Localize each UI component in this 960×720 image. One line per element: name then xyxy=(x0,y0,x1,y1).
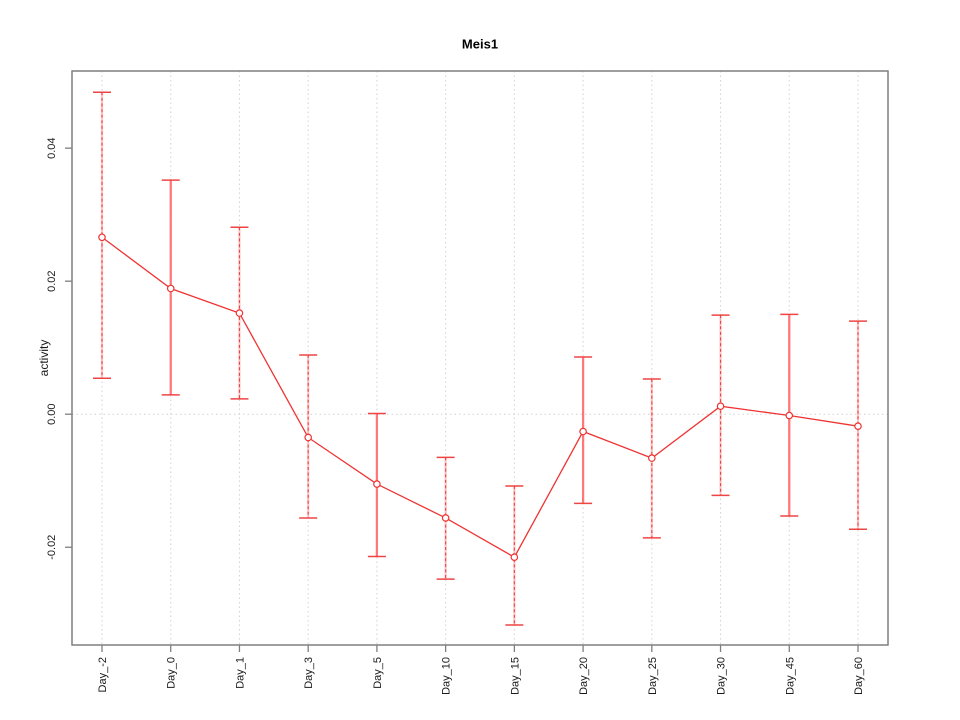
x-tick-label: Day_-2 xyxy=(97,657,109,692)
y-tick-label: -0.02 xyxy=(46,535,58,560)
x-tick-label: Day_20 xyxy=(578,657,590,695)
x-tick-label: Day_45 xyxy=(784,657,796,695)
x-tick-label: Day_0 xyxy=(166,657,178,689)
data-point-marker xyxy=(785,411,794,420)
data-point-marker xyxy=(373,480,381,488)
data-point-marker xyxy=(304,433,312,442)
data-point-marker xyxy=(166,284,175,293)
y-tick-label: 0.04 xyxy=(46,137,58,158)
data-point-marker xyxy=(98,233,106,242)
plot-border xyxy=(71,70,889,646)
data-point-marker xyxy=(579,427,587,436)
x-tick-label: Day_10 xyxy=(441,657,453,695)
data-point-marker xyxy=(648,454,656,462)
chart-title: Meis1 xyxy=(461,36,499,52)
series-line xyxy=(101,236,859,559)
y-tick-label: 0.00 xyxy=(46,403,58,424)
x-tick-label: Day_30 xyxy=(716,657,728,695)
x-tick-label: Day_1 xyxy=(234,657,246,689)
x-tick-label: Day_25 xyxy=(647,657,659,695)
x-tick-label: Day_5 xyxy=(372,657,384,689)
data-point-marker xyxy=(441,514,450,522)
y-tick-label: 0.02 xyxy=(46,270,58,291)
data-point-marker xyxy=(854,422,862,430)
x-tick-label: Day_3 xyxy=(303,657,315,689)
data-point-marker xyxy=(716,402,725,411)
x-tick-label: Day_15 xyxy=(509,657,521,695)
data-point-marker xyxy=(510,553,519,562)
x-tick-label: Day_60 xyxy=(853,657,865,695)
data-point-marker xyxy=(235,309,244,317)
